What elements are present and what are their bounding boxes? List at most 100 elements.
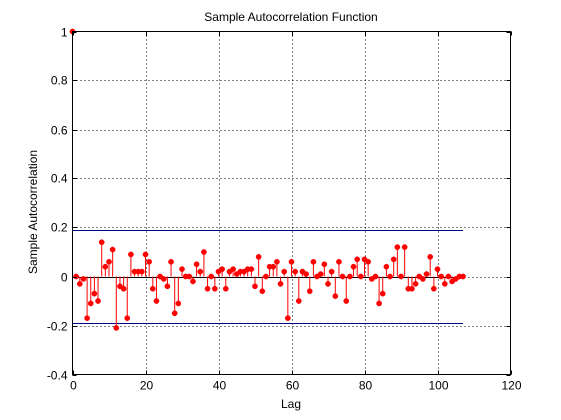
- stem-marker: [347, 273, 353, 280]
- stem-marker: [398, 273, 404, 280]
- stem-marker: [201, 249, 207, 255]
- stem-marker: [160, 276, 167, 282]
- stem-marker: [321, 261, 328, 268]
- stem-marker: [270, 263, 277, 270]
- stem-marker: [168, 258, 174, 265]
- stem-marker: [372, 273, 379, 280]
- stem-marker: [350, 263, 357, 270]
- stem-marker: [255, 254, 262, 260]
- stem-marker: [317, 271, 324, 277]
- stem-marker: [336, 258, 342, 265]
- stem-marker: [445, 273, 452, 280]
- stem-marker: [343, 298, 350, 304]
- stem-marker: [139, 268, 145, 275]
- y-tick-label: 0.4: [51, 172, 68, 186]
- stem-marker: [106, 258, 112, 265]
- stem-marker: [102, 263, 109, 270]
- stem-marker: [197, 268, 204, 275]
- stem-marker: [441, 281, 448, 287]
- y-tick-label: 0.6: [51, 124, 68, 138]
- stem-marker: [153, 298, 160, 304]
- stem-marker: [354, 256, 361, 263]
- stem-marker: [259, 288, 266, 295]
- stem-marker: [310, 258, 317, 265]
- stem-marker: [281, 268, 288, 275]
- stem-marker: [303, 271, 309, 277]
- confidence-bounds: [72, 230, 464, 324]
- stem-marker: [164, 283, 171, 290]
- stem-marker: [142, 251, 149, 258]
- stem-marker: [288, 258, 295, 265]
- y-axis-label: Sample Autocorrelation: [26, 150, 40, 274]
- x-tick-label: 100: [428, 379, 448, 393]
- stem-marker: [87, 300, 94, 307]
- stem-marker: [274, 258, 280, 265]
- stem-marker: [438, 273, 444, 280]
- x-axis-ticks: 0 20 40 60 80 100 120: [70, 31, 522, 393]
- stem-marker: [248, 266, 255, 272]
- stem-marker: [394, 244, 401, 250]
- stem-marker: [208, 273, 215, 280]
- stem-marker: [193, 261, 200, 268]
- y-tick-label: 1: [61, 26, 68, 40]
- x-tick-label: 60: [286, 379, 300, 393]
- stem-marker: [212, 285, 218, 292]
- stem-marker: [128, 251, 134, 258]
- stem-marker: [179, 266, 185, 272]
- stem-marker: [383, 263, 390, 270]
- stem-marker: [120, 285, 127, 292]
- stem-marker: [73, 273, 80, 280]
- stem-marker: [124, 315, 131, 321]
- stem-marker: [171, 310, 178, 317]
- stem-marker: [219, 266, 225, 272]
- stem-marker: [379, 290, 386, 297]
- y-tick-label: -0.2: [47, 320, 68, 334]
- stem-marker: [109, 246, 116, 253]
- stem-marker: [292, 268, 298, 275]
- stem-marker: [332, 293, 339, 299]
- stem-marker: [277, 281, 284, 287]
- stem-marker: [376, 300, 382, 307]
- stem-marker: [328, 268, 335, 275]
- chart-title: Sample Autocorrelation Function: [204, 10, 377, 24]
- stem-marker: [98, 239, 105, 246]
- stem-marker: [390, 256, 397, 263]
- stem-marker: [401, 244, 408, 250]
- x-tick-label: 80: [359, 379, 373, 393]
- stem-marker: [80, 276, 87, 282]
- y-tick-label: 0.2: [51, 221, 68, 235]
- stem-marker: [95, 298, 101, 304]
- stem-marker: [420, 276, 426, 282]
- x-tick-label: 0: [70, 379, 77, 393]
- stem-marker: [204, 285, 211, 292]
- stem-marker: [113, 325, 120, 331]
- stem-marker: [434, 266, 441, 272]
- stem-marker: [358, 273, 364, 280]
- stem-marker: [186, 273, 193, 280]
- stem-marker: [190, 278, 196, 285]
- x-tick-label: 20: [140, 379, 154, 393]
- stem-marker: [409, 285, 415, 292]
- stem-marker: [84, 315, 90, 321]
- stem-marker: [423, 271, 430, 277]
- stem-marker: [431, 285, 437, 292]
- y-axis-ticks: -0.4 -0.2 0 0.2 0.4 0.6 0.8 1: [47, 26, 511, 383]
- y-tick-label: -0.4: [47, 369, 68, 383]
- stem-marker: [91, 290, 98, 297]
- stem-marker: [295, 298, 302, 304]
- stem-marker: [427, 254, 434, 260]
- axes-box: [72, 31, 511, 375]
- stem-marker: [285, 315, 291, 321]
- y-tick-label: 0: [61, 271, 68, 285]
- stem-marker: [412, 281, 419, 287]
- stem-marker: [230, 266, 236, 272]
- stem-marker: [263, 273, 269, 280]
- stem-marker: [175, 300, 182, 307]
- y-tick-label: 0.8: [51, 74, 68, 88]
- stem-marker: [460, 273, 466, 280]
- stem-marker: [387, 273, 393, 280]
- stem-marker: [76, 281, 83, 287]
- stem-marker: [339, 273, 346, 280]
